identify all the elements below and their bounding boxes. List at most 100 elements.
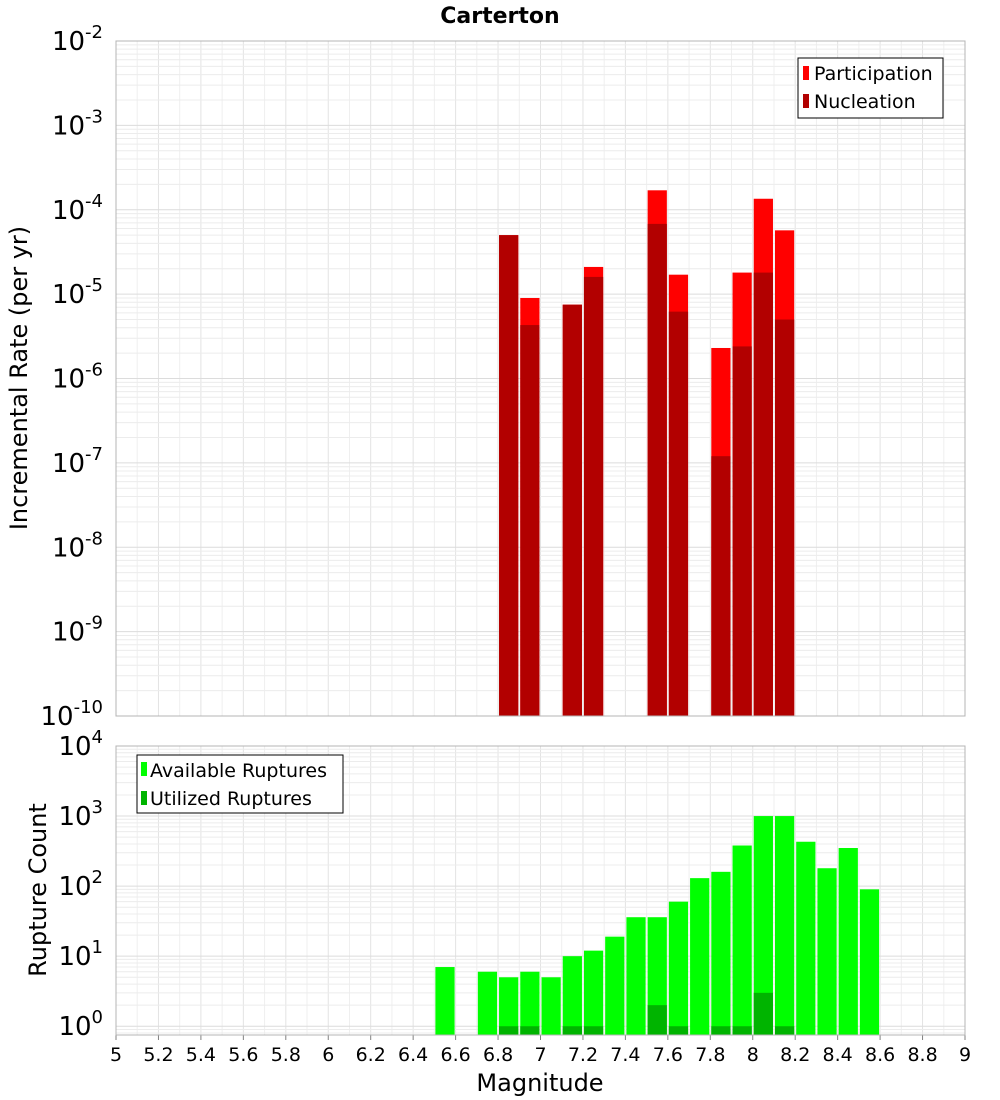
- nucleation-legend-swatch: [803, 94, 809, 108]
- count-bar-s0: [838, 848, 858, 1035]
- rate-y-tick-label: 10-3: [52, 106, 103, 141]
- rate-bar-s1: [647, 223, 667, 716]
- count-bar-s0: [626, 917, 646, 1035]
- count-bar-s1: [499, 1026, 519, 1035]
- count-bar-s0: [690, 878, 710, 1035]
- x-tick-label: 5.8: [271, 1044, 301, 1066]
- x-tick-label: 8.8: [907, 1044, 937, 1066]
- nucleation-legend-label: Nucleation: [814, 91, 916, 113]
- count-bar-s0: [435, 967, 455, 1035]
- count-bar-s1: [520, 1026, 540, 1035]
- x-tick-label: 5.2: [143, 1044, 173, 1066]
- count-bar-s0: [562, 956, 582, 1035]
- utilized-legend-label: Utilized Ruptures: [150, 788, 312, 810]
- x-tick-label: 6.4: [398, 1044, 428, 1066]
- count-bar-s1: [583, 1026, 604, 1035]
- count-y-tick-label: 100: [58, 1007, 103, 1042]
- rate-y-tick-label: 10-7: [52, 444, 103, 479]
- x-tick-label: 6: [322, 1044, 334, 1066]
- x-tick-label: 8.4: [823, 1044, 853, 1066]
- rate-bar-s1: [753, 272, 773, 716]
- participation-legend-label: Participation: [814, 63, 933, 85]
- x-tick-label: 7.4: [610, 1044, 640, 1066]
- count-bar-s0: [796, 841, 816, 1035]
- count-bar-s0: [753, 816, 773, 1035]
- x-tick-label: 8: [747, 1044, 759, 1066]
- rate-y-tick-label: 10-9: [52, 613, 103, 648]
- rate-bar-s1: [668, 311, 689, 716]
- rate-bar-s1: [562, 304, 582, 716]
- rate-y-tick-label: 10-6: [52, 360, 103, 395]
- rate-y-tick-label: 10-4: [52, 191, 103, 226]
- count-bar-s1: [732, 1026, 752, 1035]
- count-legend-box: [136, 754, 344, 814]
- count-bar-s0: [859, 889, 880, 1035]
- rate-bars: [499, 190, 795, 717]
- rate-panel: 10-10 10-9 10-8 10-7 10-6 10-5 10-4 10-3 10-2 Ca…: [5, 4, 966, 732]
- count-bar-s1: [562, 1026, 582, 1035]
- rate-bar-s1: [499, 235, 519, 716]
- x-tick-label: 7: [534, 1044, 546, 1066]
- rate-bar-s1: [732, 346, 752, 716]
- count-y-ticks: 100 101 102 103 104: [58, 727, 103, 1042]
- rate-plot-frame: [115, 40, 966, 717]
- utilized-legend-swatch: [141, 791, 147, 805]
- count-bar-s1: [753, 992, 773, 1035]
- rate-gridlines: [115, 40, 966, 717]
- rate-y-axis-label: Incremental Rate (per yr): [5, 226, 33, 530]
- rate-bar-s1: [520, 325, 540, 716]
- x-axis-label: Magnitude: [476, 1069, 603, 1097]
- x-tick-label: 6.6: [440, 1044, 470, 1066]
- available-legend-label: Available Ruptures: [150, 760, 327, 782]
- count-bar-s0: [605, 936, 625, 1035]
- rate-y-ticks: 10-10 10-9 10-8 10-7 10-6 10-5 10-4 10-3 10-2: [41, 22, 104, 732]
- available-legend-swatch: [141, 762, 147, 776]
- count-y-tick-label: 101: [58, 937, 103, 972]
- count-bar-s0: [499, 977, 519, 1035]
- count-bar-s0: [774, 816, 795, 1035]
- chart-title: Carterton: [440, 4, 559, 29]
- x-tick-label: 6.2: [356, 1044, 386, 1066]
- rate-y-tick-label: 10-5: [52, 275, 103, 310]
- rate-legend: Participation Nucleation: [797, 57, 944, 119]
- count-y-axis-label: Rupture Count: [24, 803, 52, 977]
- x-tick-label: 9: [959, 1044, 971, 1066]
- x-tick-label: 7.8: [695, 1044, 725, 1066]
- x-tick-label: 7.2: [568, 1044, 598, 1066]
- count-bar-s1: [647, 1005, 667, 1035]
- count-bar-s1: [711, 1026, 731, 1035]
- count-bar-s0: [583, 950, 604, 1035]
- count-bar-s0: [668, 901, 689, 1035]
- count-bar-s0: [711, 871, 731, 1035]
- x-tick-label: 7.6: [653, 1044, 683, 1066]
- count-bar-s0: [477, 971, 498, 1035]
- participation-legend-swatch: [803, 66, 809, 80]
- x-tick-label: 5.6: [228, 1044, 258, 1066]
- x-tick-label: 6.8: [483, 1044, 513, 1066]
- count-bars: [435, 816, 880, 1035]
- x-tick-label: 8.2: [780, 1044, 810, 1066]
- x-tick-label: 5: [110, 1044, 122, 1066]
- count-plot-frame: [115, 745, 966, 1036]
- rate-bar-s1: [711, 456, 731, 716]
- count-bar-s0: [520, 971, 540, 1035]
- count-bar-s0: [732, 845, 752, 1035]
- count-bar-s0: [817, 868, 837, 1035]
- count-bar-s1: [668, 1026, 689, 1035]
- rate-y-tick-label: 10-8: [52, 528, 103, 563]
- rate-y-tick-label: 10-2: [52, 22, 103, 57]
- x-tick-label: 8.6: [865, 1044, 895, 1066]
- rupture-count-panel: 100 101 102 103 104 5 5.2 5.4 5.6 5.8 6 6.2 6.4 6.6 6…: [24, 727, 971, 1097]
- magnitude-x-ticks: 5 5.2 5.4 5.6 5.8 6 6.2 6.4 6.6 6.8 7 7.2 7.4 7.6 7.8 8…: [110, 1035, 971, 1066]
- rate-legend-box: [797, 57, 944, 119]
- count-y-tick-label: 103: [58, 797, 103, 832]
- count-legend: Available Ruptures Utilized Ruptures: [136, 754, 344, 814]
- count-y-tick-label: 102: [58, 867, 103, 902]
- count-y-tick-label: 104: [58, 727, 103, 762]
- rate-bar-s1: [774, 319, 795, 716]
- count-bar-s0: [541, 977, 561, 1035]
- rate-bar-s1: [583, 276, 604, 716]
- rate-y-tick-label: 10-10: [41, 697, 104, 732]
- count-bar-s1: [774, 1026, 795, 1035]
